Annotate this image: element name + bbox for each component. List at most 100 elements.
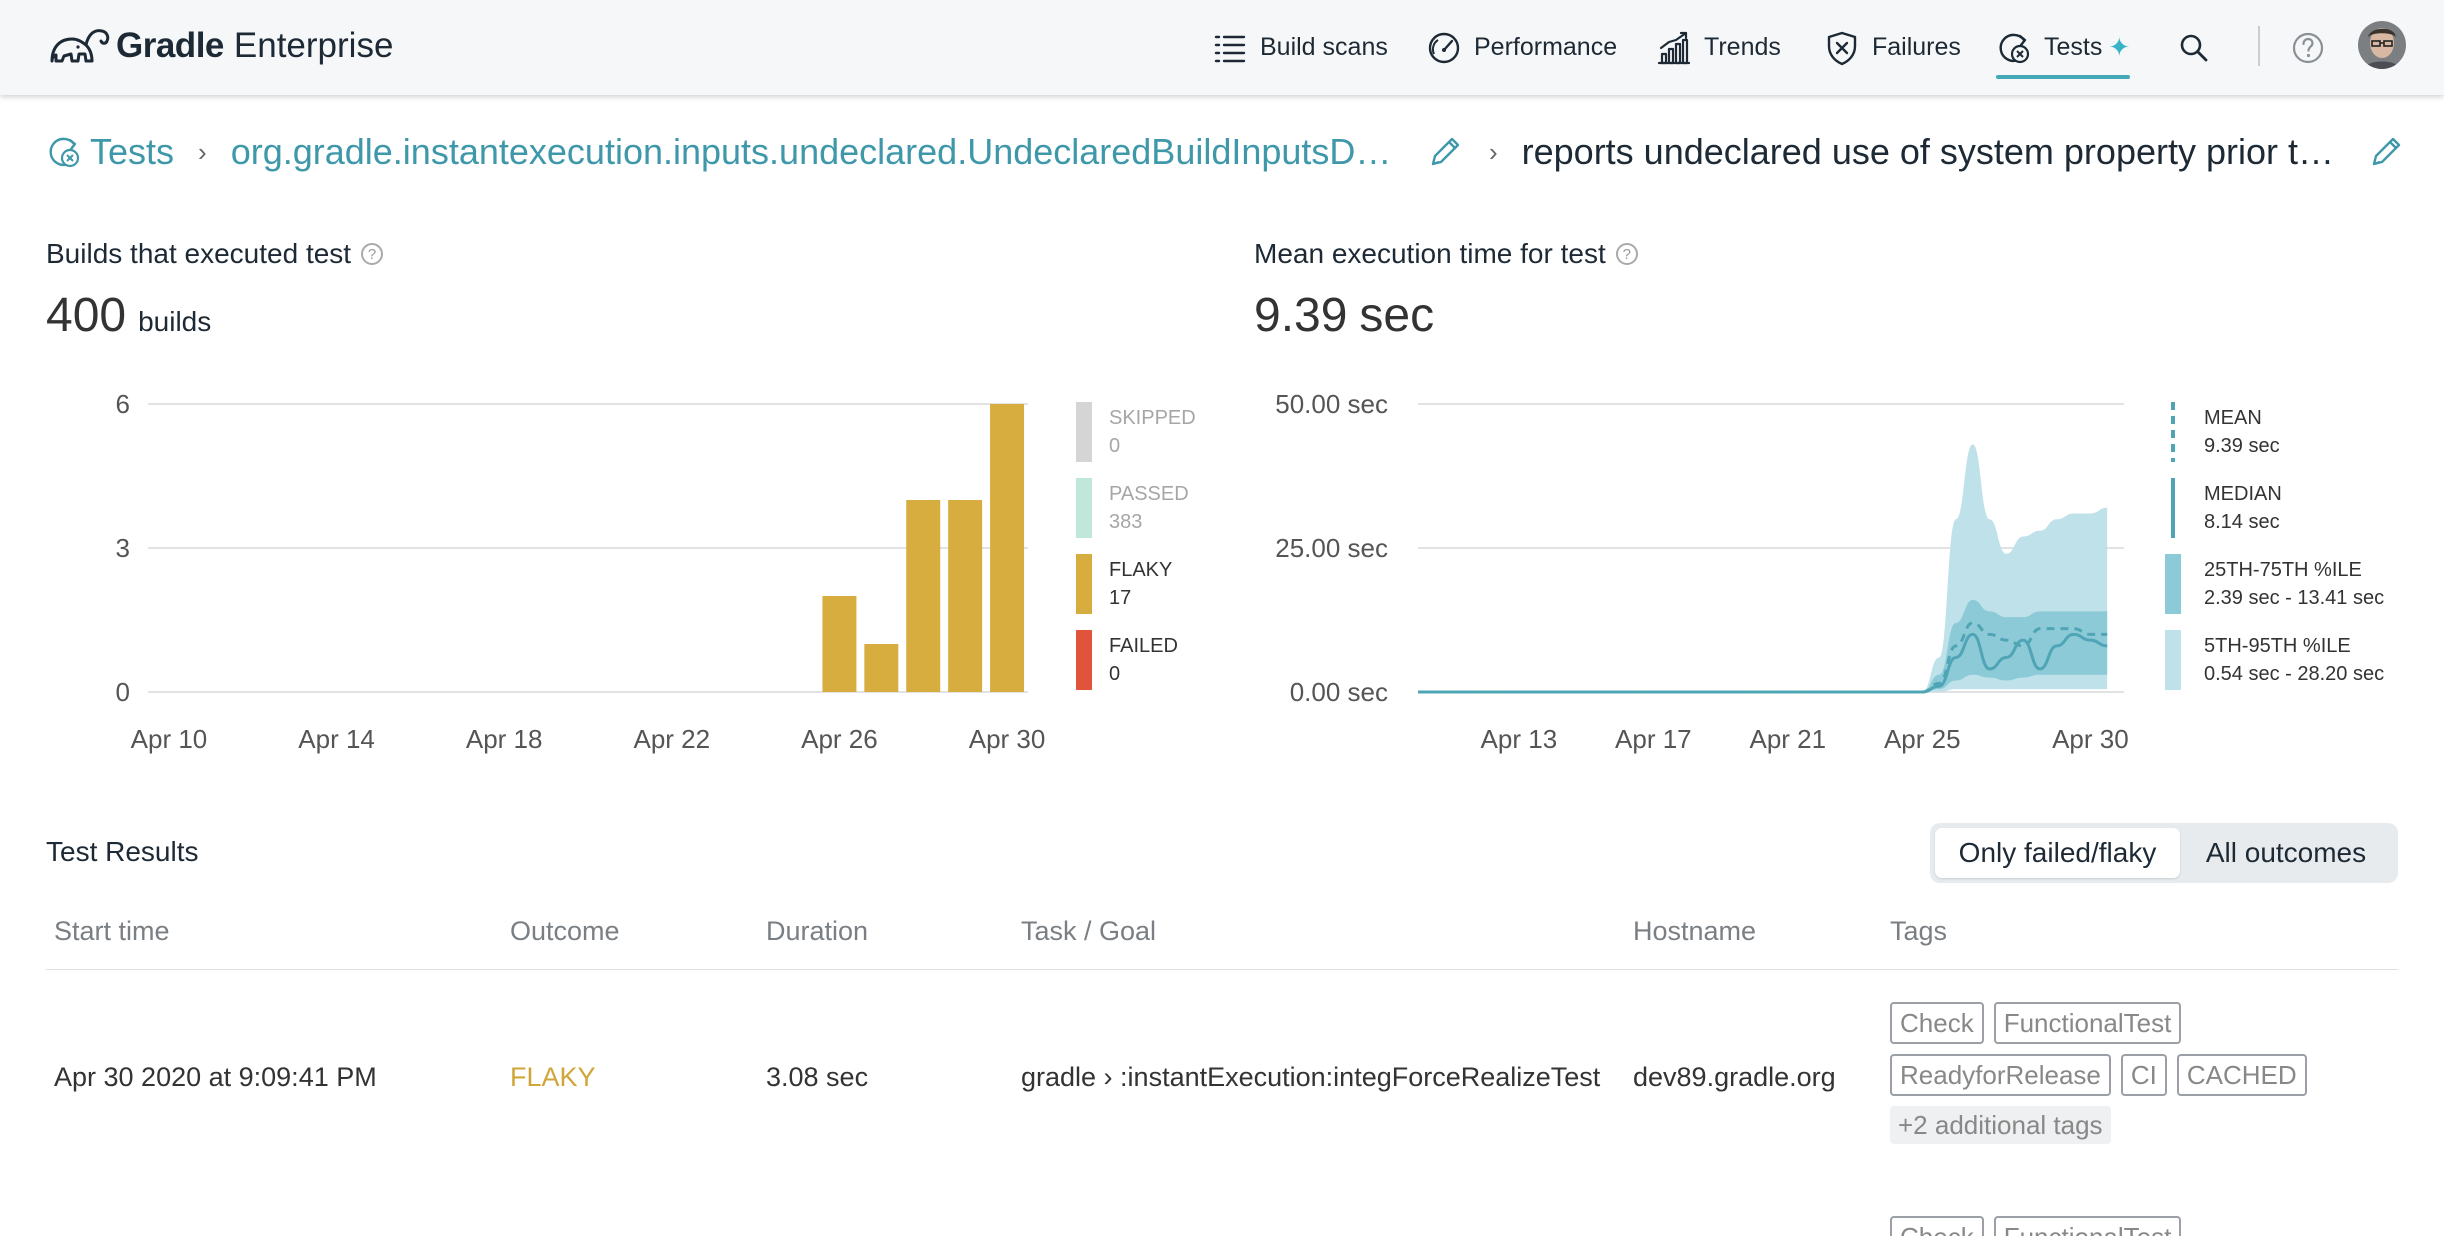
builds-bar-chart: 0 3 6 Apr 10 Apr 14 Apr 18 Apr 22 Apr 26 Apr 30 S…: [116, 389, 1196, 754]
test-results-title: Test Results: [46, 836, 199, 867]
nav-trends[interactable]: Trends: [1656, 0, 1781, 95]
bar-flaky: [948, 500, 983, 692]
gradle-enterprise-logo[interactable]: Gradle Enterprise: [48, 18, 393, 74]
tests-icon: [1999, 33, 2030, 63]
bar-flaky: [822, 596, 857, 692]
legend-value: 0: [1109, 663, 1120, 685]
legend-label: FLAKY: [1109, 559, 1172, 581]
breadcrumb: Tests › org.gradle.instantexecution.inpu…: [46, 124, 2406, 180]
next-row-tags: Check FunctionalTest: [1890, 1216, 2191, 1236]
help-button[interactable]: [2290, 0, 2338, 95]
brand-bold: Gradle: [116, 26, 224, 65]
nav-tests[interactable]: Tests ✦: [1996, 0, 2131, 95]
column-header-outcome[interactable]: Outcome: [510, 916, 620, 946]
tag[interactable]: CI: [2120, 1054, 2167, 1096]
y-tick-label: 50.00 sec: [1275, 389, 1388, 419]
legend-value: 8.14 sec: [2204, 511, 2280, 533]
tag[interactable]: Check: [1890, 1002, 1984, 1044]
legend-label: SKIPPED: [1109, 407, 1196, 429]
legend-swatch: [1076, 630, 1092, 690]
user-photo-icon: [2358, 21, 2406, 69]
gauge-icon: [1428, 32, 1460, 63]
search-button[interactable]: [2176, 0, 2224, 95]
x-tick-label: Apr 26: [801, 724, 878, 754]
x-tick-label: Apr 30: [969, 724, 1046, 754]
cell-task[interactable]: gradle › :instantExecution:integForceRea…: [1021, 1062, 1601, 1092]
trends-icon: [1657, 31, 1691, 64]
mean-title: Mean execution time for test ?: [1254, 238, 1638, 270]
mean-value-number: 9.39: [1254, 289, 1348, 342]
legend-value: 9.39 sec: [2204, 435, 2280, 457]
sparkle-icon: ✦: [2108, 32, 2131, 62]
nav-build-scans[interactable]: Build scans: [1212, 0, 1388, 95]
y-tick-label: 0.00 sec: [1290, 677, 1388, 707]
breadcrumb-class-link[interactable]: org.gradle.instantexecution.inputs.undec…: [230, 131, 1401, 172]
search-icon: [2180, 34, 2208, 61]
legend-label: FAILED: [1109, 635, 1178, 657]
legend-swatch: [1076, 554, 1092, 614]
bar-flaky: [990, 404, 1025, 692]
table-header-divider: [46, 969, 2398, 970]
avatar[interactable]: [2358, 21, 2406, 69]
y-tick-label: 25.00 sec: [1275, 533, 1388, 563]
x-tick-label: Apr 13: [1481, 724, 1558, 754]
mean-title-text: Mean execution time for test: [1254, 238, 1606, 269]
x-tick-label: Apr 30: [2052, 724, 2129, 754]
tag[interactable]: Check: [1890, 1216, 1984, 1236]
column-header-task-goal[interactable]: Task / Goal: [1021, 916, 1157, 946]
top-bar: Gradle Enterprise Build scans Performanc…: [0, 0, 2444, 95]
edit-pencil-icon[interactable]: [2366, 132, 2406, 172]
edit-pencil-icon[interactable]: [1425, 132, 1465, 172]
band-25th-75th: [1418, 599, 2108, 692]
x-tick-label: Apr 14: [298, 724, 375, 754]
x-tick-label: Apr 10: [131, 724, 208, 754]
tag[interactable]: FunctionalTest: [1993, 1002, 2182, 1044]
nav-label: Build scans: [1260, 33, 1388, 61]
x-tick-label: Apr 17: [1615, 724, 1692, 754]
legend-label: 5TH-95TH %ILE: [2204, 635, 2351, 657]
tag[interactable]: ReadyforRelease: [1890, 1054, 2111, 1096]
help-icon[interactable]: ?: [361, 243, 384, 265]
filter-only-failed-flaky[interactable]: Only failed/flaky: [1935, 828, 2180, 878]
x-tick-label: Apr 22: [634, 724, 711, 754]
legend-value: 2.39 sec - 13.41 sec: [2204, 587, 2384, 609]
column-header-hostname[interactable]: Hostname: [1633, 916, 1757, 946]
brand-light: Enterprise: [233, 26, 394, 65]
cell-hostname: dev89.gradle.org: [1633, 1062, 1836, 1092]
builds-count-unit: builds: [138, 306, 212, 337]
mean-line: [1417, 621, 2108, 694]
nav-performance[interactable]: Performance: [1426, 0, 1617, 95]
list-icon: [1214, 35, 1246, 62]
nav-label: Trends: [1704, 33, 1781, 61]
cell-tags: Check FunctionalTest ReadyforRelease CI …: [1890, 1002, 2400, 1144]
column-header-start-time[interactable]: Start time: [54, 916, 170, 946]
y-tick-label: 6: [116, 389, 130, 419]
column-header-tags: Tags: [1890, 916, 1948, 946]
elephant-logo-icon: [50, 29, 110, 63]
bar-flaky: [864, 644, 899, 692]
outcome-filter: Only failed/flaky All outcomes: [1930, 823, 2398, 883]
shield-x-icon: [1827, 31, 1857, 65]
builds-count: 400 builds: [46, 288, 211, 343]
cell-start-time[interactable]: Apr 30 2020 at 9:09:41 PM: [54, 1062, 377, 1092]
nav-label: Performance: [1474, 33, 1618, 61]
help-icon: [2292, 32, 2324, 63]
y-tick-label: 3: [116, 533, 130, 563]
chevron-right-icon: ›: [1488, 136, 1498, 167]
column-header-duration[interactable]: Duration: [766, 916, 869, 946]
nav-label: Tests: [2044, 33, 2103, 61]
additional-tags-link[interactable]: +2 additional tags: [1890, 1106, 2111, 1144]
cell-outcome: FLAKY: [510, 1062, 596, 1092]
nav-failures[interactable]: Failures: [1824, 0, 1961, 95]
breadcrumb-tests-link[interactable]: Tests: [90, 131, 175, 172]
tag[interactable]: FunctionalTest: [1993, 1216, 2182, 1236]
mean-value: 9.39 sec: [1254, 288, 1434, 343]
legend-swatch: [2165, 554, 2181, 614]
tag[interactable]: CACHED: [2176, 1054, 2307, 1096]
legend-value: 0: [1109, 435, 1120, 457]
cell-duration: 3.08 sec: [766, 1062, 869, 1092]
help-icon[interactable]: ?: [1615, 243, 1638, 265]
header-divider: [2258, 26, 2260, 66]
breadcrumb-test-name: reports undeclared use of system propert…: [1521, 131, 2342, 172]
filter-all-outcomes[interactable]: All outcomes: [2205, 837, 2367, 868]
